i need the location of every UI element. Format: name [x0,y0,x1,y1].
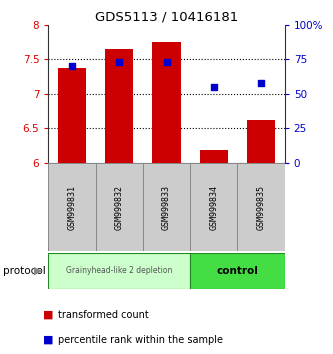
Bar [152,42,181,163]
Bar [143,163,190,251]
Bar [58,68,86,163]
Point [258,80,264,86]
Point [69,63,75,69]
Text: ■: ■ [43,335,54,345]
Point [211,84,216,90]
Text: GSM999832: GSM999832 [115,184,124,230]
Point [164,59,169,65]
Text: GSM999831: GSM999831 [67,184,77,230]
Bar [247,120,275,163]
Bar [190,253,285,289]
Text: GSM999835: GSM999835 [256,184,266,230]
Text: ■: ■ [43,310,54,320]
Bar [48,253,190,289]
Text: GDS5113 / 10416181: GDS5113 / 10416181 [95,11,238,24]
Text: percentile rank within the sample: percentile rank within the sample [58,335,223,345]
Bar [96,163,143,251]
Bar [199,150,228,163]
Bar [237,163,285,251]
Point [117,59,122,65]
Text: GSM999834: GSM999834 [209,184,218,230]
Text: GSM999833: GSM999833 [162,184,171,230]
Text: ▶: ▶ [34,266,43,276]
Bar [190,163,237,251]
Bar [105,49,134,163]
Text: transformed count: transformed count [58,310,149,320]
Text: control: control [216,266,258,276]
Text: Grainyhead-like 2 depletion: Grainyhead-like 2 depletion [66,266,172,275]
Bar [48,163,96,251]
Text: protocol: protocol [3,266,46,276]
